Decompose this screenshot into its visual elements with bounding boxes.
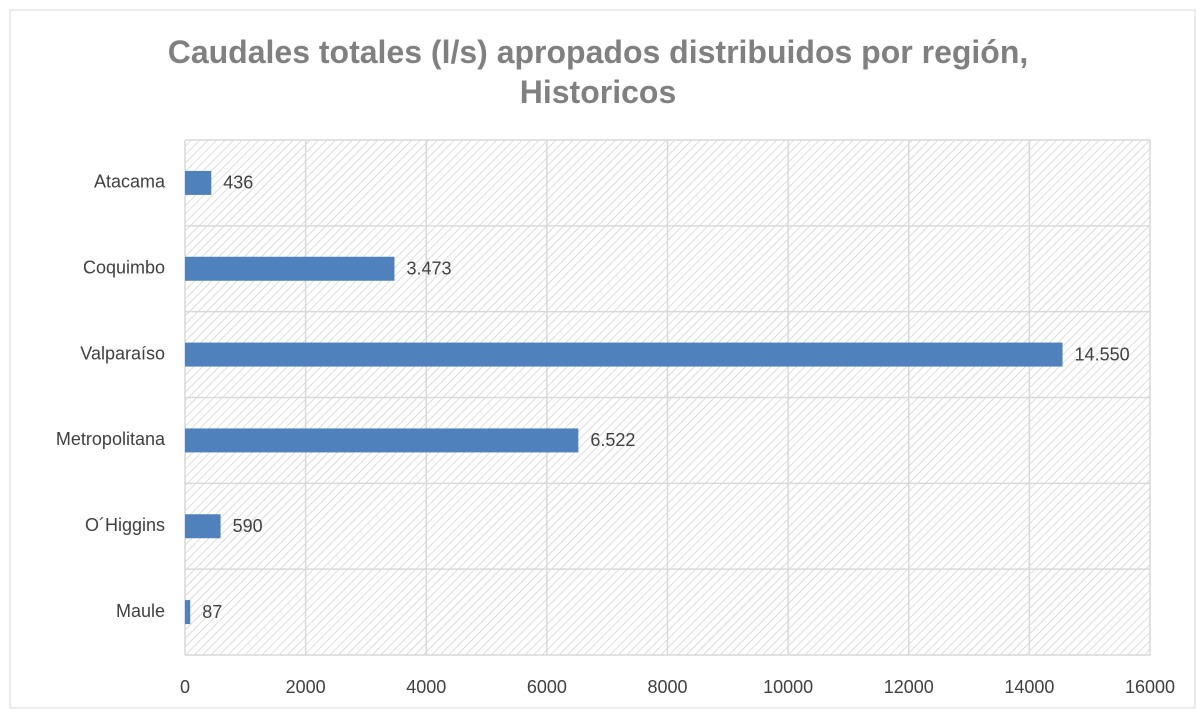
- y-tick-label: Coquimbo: [83, 258, 165, 278]
- bar: [185, 428, 579, 453]
- x-tick-label: 0: [180, 677, 190, 697]
- bar: [185, 170, 212, 195]
- y-tick-label: Atacama: [94, 172, 166, 192]
- x-tick-label: 8000: [647, 677, 687, 697]
- bar: [185, 600, 191, 625]
- bar: [185, 256, 395, 281]
- x-tick-label: 6000: [527, 677, 567, 697]
- y-tick-label: Valparaíso: [80, 343, 165, 363]
- data-label: 590: [233, 516, 263, 536]
- data-label: 3.473: [406, 259, 451, 279]
- data-label: 436: [223, 173, 253, 193]
- data-label: 6.522: [590, 430, 635, 450]
- bar: [185, 342, 1063, 367]
- data-label: 14.550: [1075, 344, 1130, 364]
- y-tick-label: Metropolitana: [56, 429, 166, 449]
- chart-title: Caudales totales (l/s) apropados distrib…: [167, 34, 1029, 110]
- y-tick-label: O´Higgins: [85, 515, 165, 535]
- x-tick-label: 4000: [406, 677, 446, 697]
- x-tick-label: 12000: [884, 677, 934, 697]
- x-tick-label: 14000: [1004, 677, 1054, 697]
- y-tick-label: Maule: [116, 601, 165, 621]
- chart-border: [9, 9, 1196, 709]
- x-tick-label: 10000: [763, 677, 813, 697]
- x-tick-label: 16000: [1125, 677, 1175, 697]
- data-label: 87: [202, 602, 222, 622]
- x-tick-label: 2000: [286, 677, 326, 697]
- bar: [185, 514, 221, 539]
